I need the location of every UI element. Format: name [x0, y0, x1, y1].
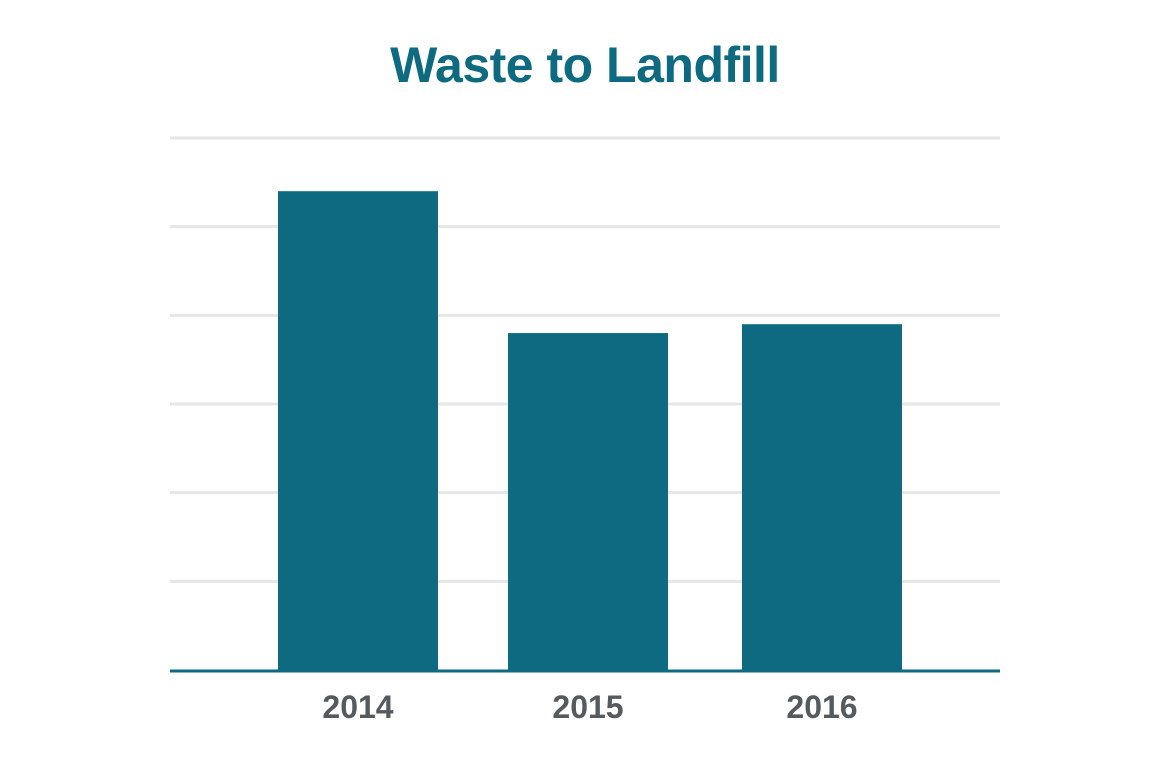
- x-tick-labels: 2014 2015 2016: [322, 689, 857, 725]
- bar-2016: [742, 324, 902, 670]
- x-tick-label-2014: 2014: [322, 689, 393, 725]
- x-tick-label-2016: 2016: [786, 689, 857, 725]
- chart-title: Waste to Landfill: [390, 37, 780, 93]
- x-tick-label-2015: 2015: [552, 689, 623, 725]
- bar-2015: [508, 333, 668, 670]
- bar-2014: [278, 191, 438, 670]
- bars: [278, 191, 902, 670]
